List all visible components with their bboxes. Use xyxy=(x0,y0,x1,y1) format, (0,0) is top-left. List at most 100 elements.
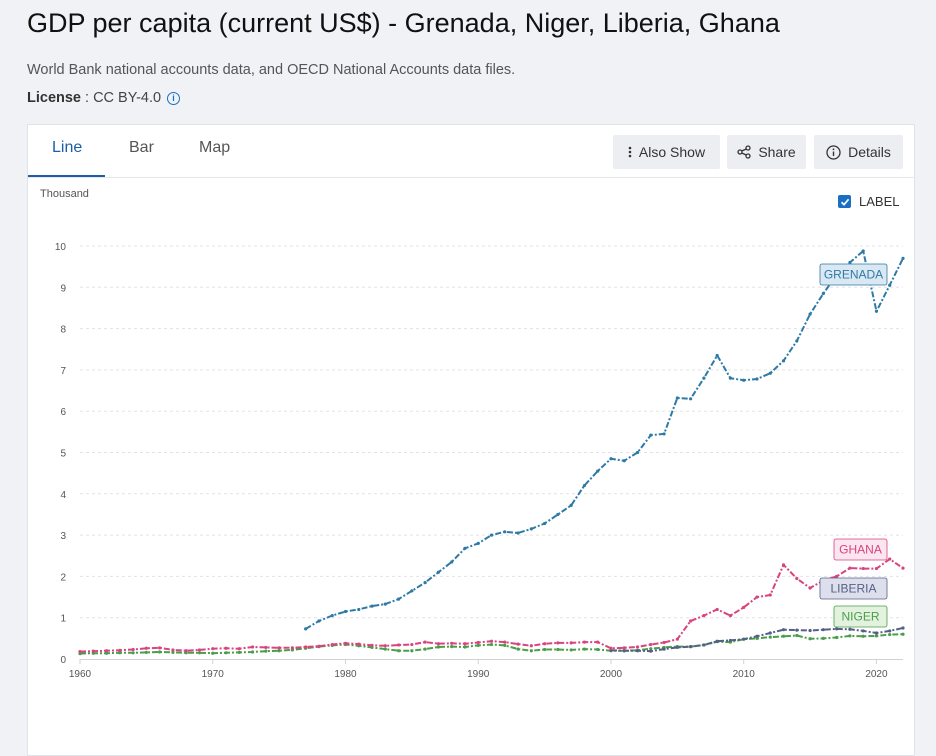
data-point-ghana xyxy=(290,646,294,650)
share-button[interactable]: Share xyxy=(727,135,806,169)
data-point-grenada xyxy=(728,376,733,380)
x-tick-label: 1960 xyxy=(69,669,92,680)
data-point-niger xyxy=(197,651,202,655)
data-point-liberia xyxy=(848,627,852,631)
data-point-niger xyxy=(901,632,905,636)
data-point-liberia xyxy=(808,628,812,633)
data-point-grenada xyxy=(516,531,520,535)
data-point-grenada xyxy=(343,609,348,614)
data-point-liberia xyxy=(768,631,772,635)
data-point-niger xyxy=(104,651,109,655)
source-note: World Bank national accounts data, and O… xyxy=(27,62,516,78)
data-point-liberia xyxy=(728,638,733,643)
active-tab-indicator xyxy=(28,175,105,177)
data-point-ghana xyxy=(622,646,626,650)
data-point-niger xyxy=(795,633,799,638)
x-tick-label: 2010 xyxy=(733,669,756,680)
data-point-ghana xyxy=(728,614,733,618)
data-point-niger xyxy=(821,636,825,640)
data-point-niger xyxy=(582,647,587,651)
y-tick-label: 0 xyxy=(60,655,66,666)
data-point-liberia xyxy=(649,649,653,653)
data-point-ghana xyxy=(768,593,772,597)
y-tick-label: 9 xyxy=(60,283,66,294)
data-point-ghana xyxy=(542,642,547,646)
data-point-ghana xyxy=(91,649,95,653)
data-point-liberia xyxy=(821,628,825,632)
data-point-grenada xyxy=(463,546,467,550)
data-point-ghana xyxy=(808,586,812,590)
also-show-button[interactable]: Also Show xyxy=(613,135,720,169)
data-point-ghana xyxy=(742,605,746,609)
data-point-grenada xyxy=(755,377,759,381)
series-label-ghana: GHANA xyxy=(839,543,882,557)
data-point-ghana xyxy=(211,647,215,651)
data-point-grenada xyxy=(383,602,387,606)
tab-line[interactable]: Line xyxy=(52,139,83,156)
series-label-grenada: GRENADA xyxy=(824,268,883,282)
data-point-niger xyxy=(463,645,467,649)
y-tick-label: 2 xyxy=(60,572,66,583)
label-toggle[interactable]: LABEL xyxy=(838,194,899,209)
data-point-niger xyxy=(450,645,454,649)
license-line: License : CC BY-4.0 i xyxy=(27,90,181,106)
x-tick-label: 2000 xyxy=(600,669,623,680)
details-label: Details xyxy=(848,144,891,160)
series-label-liberia: LIBERIA xyxy=(830,582,876,596)
series-label-box xyxy=(819,577,888,600)
data-point-ghana xyxy=(649,642,653,647)
data-point-liberia xyxy=(874,631,879,635)
data-point-grenada xyxy=(476,541,480,545)
data-point-grenada xyxy=(848,260,852,265)
data-point-grenada xyxy=(901,256,905,260)
data-point-grenada xyxy=(304,627,308,631)
details-button[interactable]: Details xyxy=(814,135,903,169)
data-point-grenada xyxy=(370,604,374,608)
data-point-niger xyxy=(781,634,786,638)
data-point-liberia xyxy=(662,647,666,651)
data-point-ghana xyxy=(383,644,387,648)
data-point-ghana xyxy=(250,645,255,649)
data-point-grenada xyxy=(317,619,321,623)
data-point-niger xyxy=(569,648,573,652)
y-tick-label: 6 xyxy=(60,407,66,418)
data-point-niger xyxy=(158,650,162,654)
data-point-ghana xyxy=(689,619,693,623)
data-point-grenada xyxy=(556,512,560,517)
data-point-grenada xyxy=(622,459,626,463)
data-point-ghana xyxy=(436,642,441,646)
data-point-ghana xyxy=(529,644,533,648)
data-point-niger xyxy=(277,649,281,653)
data-point-grenada xyxy=(489,533,494,537)
data-point-grenada xyxy=(662,432,666,436)
data-point-liberia xyxy=(901,626,905,630)
data-point-liberia xyxy=(702,643,706,647)
data-point-ghana xyxy=(118,648,122,652)
data-point-liberia xyxy=(861,629,865,633)
y-tick-label: 4 xyxy=(60,490,66,501)
also-show-label: Also Show xyxy=(638,144,706,160)
tab-map[interactable]: Map xyxy=(199,139,231,156)
data-point-ghana xyxy=(702,614,706,618)
data-point-ghana xyxy=(582,640,587,644)
data-point-grenada xyxy=(768,371,772,375)
info-icon[interactable]: i xyxy=(167,92,181,105)
data-point-ghana xyxy=(755,595,759,599)
data-point-grenada xyxy=(609,457,613,461)
data-point-niger xyxy=(596,647,600,652)
checkbox-checked-icon[interactable] xyxy=(838,195,851,208)
x-tick-label: 1970 xyxy=(202,669,225,680)
license-value: : CC BY-4.0 xyxy=(81,90,162,106)
data-point-niger xyxy=(861,634,865,638)
data-point-ghana xyxy=(104,649,109,653)
data-point-ghana xyxy=(503,640,507,644)
data-point-ghana xyxy=(476,640,480,645)
data-point-liberia xyxy=(781,628,786,632)
data-point-grenada xyxy=(874,309,879,313)
data-point-niger xyxy=(476,643,480,647)
data-point-niger xyxy=(423,647,427,651)
data-point-grenada xyxy=(529,527,533,531)
data-point-niger xyxy=(264,649,268,653)
tab-bar[interactable]: Bar xyxy=(129,139,154,156)
series-label-box xyxy=(833,605,888,628)
